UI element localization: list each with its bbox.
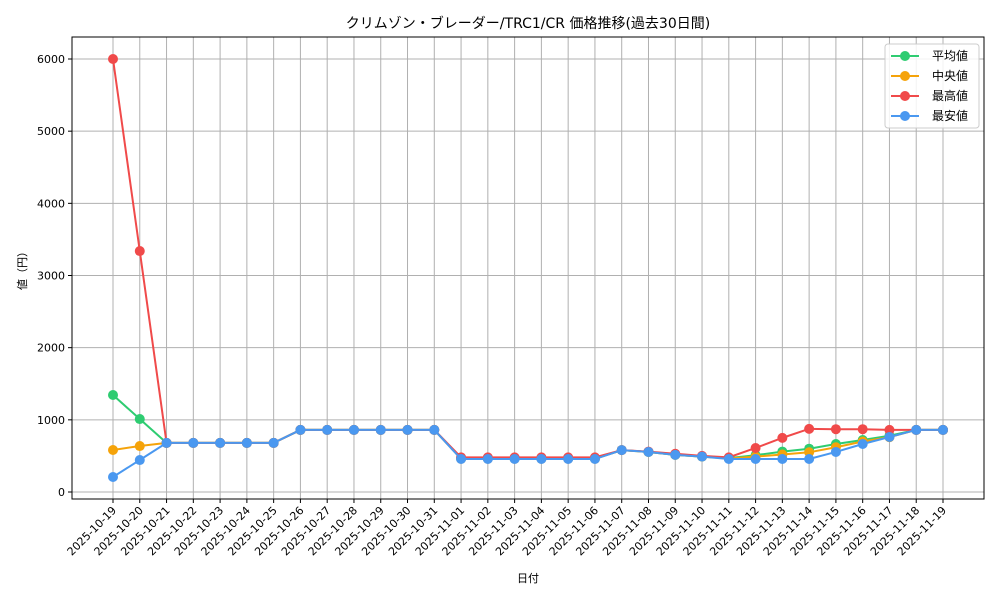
series-line (112, 58, 943, 459)
data-point (134, 455, 145, 466)
series-最安値 (108, 424, 948, 482)
data-point (884, 432, 895, 443)
legend-box (884, 43, 980, 129)
series-layer (108, 54, 948, 482)
legend-item: 最安値 (891, 108, 968, 123)
x-axis-ticks: 2025-10-192025-10-202025-10-212025-10-22… (65, 499, 949, 558)
data-point (750, 454, 761, 465)
legend-marker-icon (900, 111, 910, 121)
data-point (616, 445, 627, 456)
data-point (134, 246, 145, 257)
data-point (723, 454, 734, 465)
data-point (108, 54, 118, 64)
data-point (268, 437, 279, 448)
legend-item: 平均値 (891, 48, 968, 63)
data-point (188, 437, 199, 448)
series-line (112, 394, 943, 460)
y-tick-label: 1000 (37, 414, 65, 427)
data-point (911, 424, 922, 435)
y-axis-ticks: 0 1000 2000 3000 4000 5000 6000 (37, 53, 72, 499)
series-平均値 (108, 390, 948, 464)
data-point (456, 454, 467, 465)
data-point (830, 446, 841, 457)
data-point (643, 446, 654, 457)
data-point (241, 437, 252, 448)
legend-label: 最安値 (932, 108, 968, 123)
chart-title: クリムゾン・ブレーダー/TRC1/CR 価格推移(過去30日間) (346, 15, 710, 32)
data-point (697, 451, 708, 462)
legend-item: 中央値 (891, 68, 968, 83)
y-tick-label: 5000 (37, 125, 65, 138)
data-point (589, 454, 600, 465)
data-point (161, 437, 172, 448)
data-point (322, 424, 333, 435)
data-point (536, 454, 547, 465)
data-point (804, 454, 815, 465)
data-point (777, 454, 788, 465)
plot-frame (71, 36, 985, 500)
data-point (857, 424, 868, 435)
data-point (563, 454, 574, 465)
data-point (375, 424, 386, 435)
legend-marker-icon (900, 51, 910, 61)
y-tick-label: 0 (58, 486, 65, 499)
data-point (348, 424, 359, 435)
data-point (750, 442, 761, 453)
data-point (429, 424, 440, 435)
x-axis-label: 日付 (517, 572, 539, 585)
data-point (108, 471, 118, 482)
legend-item: 最高値 (891, 88, 968, 103)
data-point (804, 423, 815, 434)
y-axis-label: 値（円） (16, 246, 29, 290)
y-tick-label: 6000 (37, 53, 65, 66)
gridlines (72, 37, 984, 499)
y-tick-label: 4000 (37, 197, 65, 210)
y-tick-label: 3000 (37, 270, 65, 283)
data-point (402, 424, 413, 435)
legend-label: 平均値 (932, 48, 968, 63)
data-point (857, 439, 868, 450)
data-point (108, 444, 118, 455)
data-point (830, 424, 841, 435)
series-line (112, 428, 943, 478)
data-point (884, 424, 895, 435)
data-point (482, 454, 493, 465)
legend-label: 中央値 (932, 68, 968, 83)
data-point (670, 449, 681, 460)
data-point (295, 424, 306, 435)
data-point (134, 441, 145, 452)
series-最高値 (108, 54, 948, 463)
data-point (108, 390, 118, 401)
data-point (509, 454, 520, 465)
legend-marker-icon (900, 71, 910, 81)
legend-marker-icon (900, 91, 910, 101)
legend-label: 最高値 (932, 88, 968, 103)
data-point (215, 437, 226, 448)
y-tick-label: 2000 (37, 342, 65, 355)
data-point (777, 432, 788, 443)
data-point (134, 414, 145, 425)
series-line (112, 428, 943, 460)
data-point (938, 424, 948, 435)
